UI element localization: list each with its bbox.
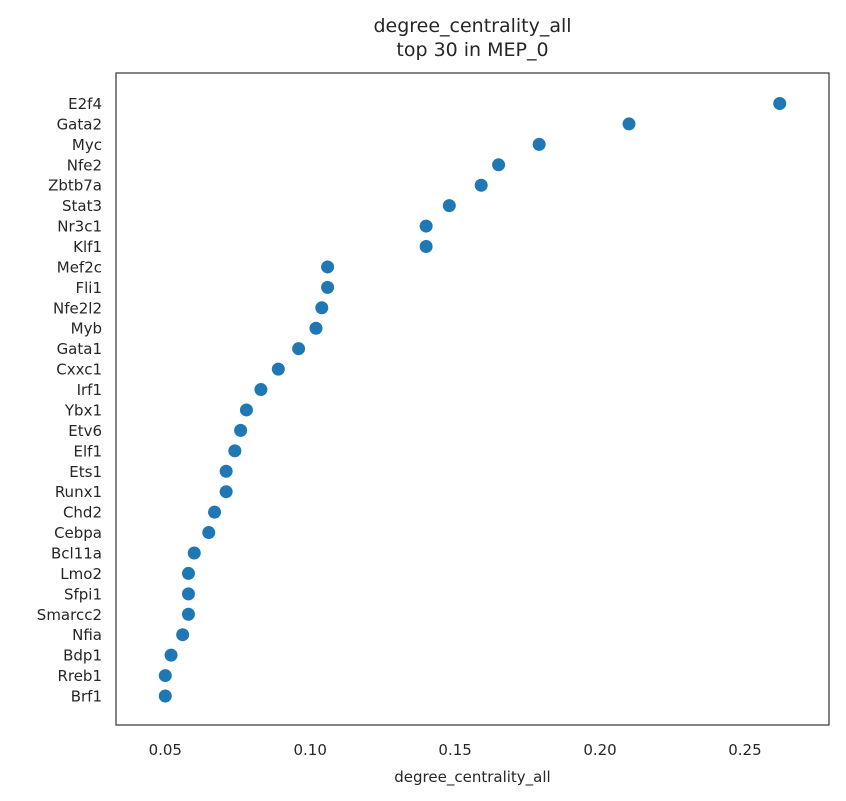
data-point <box>219 464 233 478</box>
y-tick-label: Gata1 <box>57 340 102 358</box>
y-tick-label: Mef2c <box>57 258 102 276</box>
data-point <box>228 444 242 458</box>
data-point <box>219 485 233 499</box>
y-tick-label: Etv6 <box>68 422 102 440</box>
data-point <box>419 219 433 233</box>
y-tick-label: Ybx1 <box>64 401 102 419</box>
y-tick-labels: E2f4 Gata2 Myc Nfe2 Zbtb7a Stat3 Nr3c1 Klf1 Mef2… <box>37 95 102 706</box>
chart-title-line: degree_centrality_all <box>373 15 571 37</box>
data-point <box>239 403 253 417</box>
data-point <box>254 383 268 397</box>
y-tick-label: Bcl11a <box>51 544 102 562</box>
x-tick-label: 0.25 <box>728 741 761 759</box>
data-point <box>181 587 195 601</box>
y-tick-label: Nfe2 <box>67 156 102 174</box>
y-tick-label: Brf1 <box>71 688 102 706</box>
y-tick-label: Smarcc2 <box>37 606 102 624</box>
y-tick-label: Sfpi1 <box>64 585 102 603</box>
data-point <box>315 301 329 315</box>
y-tick-label: Rreb1 <box>57 667 102 685</box>
y-tick-label: Irf1 <box>77 381 102 399</box>
y-tick-label: Klf1 <box>73 238 102 256</box>
data-point <box>158 669 172 683</box>
plot-area <box>115 72 830 726</box>
y-tick-label: Myb <box>71 320 102 338</box>
y-tick-label: Gata2 <box>57 115 102 133</box>
data-point <box>492 158 506 172</box>
data-point <box>181 566 195 580</box>
y-tick-label: Stat3 <box>62 197 102 215</box>
y-tick-label: Cebpa <box>54 524 102 542</box>
data-point <box>181 607 195 621</box>
data-point <box>309 321 323 335</box>
x-tick-label: 0.15 <box>438 741 471 759</box>
y-tick-label: Zbtb7a <box>48 177 102 195</box>
y-tick-label: E2f4 <box>68 95 102 113</box>
x-tick-label: 0.20 <box>583 741 616 759</box>
y-tick-label: Cxxc1 <box>56 361 102 379</box>
data-point <box>187 546 201 560</box>
y-tick-label: Ets1 <box>69 463 102 481</box>
y-tick-label: Chd2 <box>63 504 102 522</box>
y-tick-label: Myc <box>72 136 102 154</box>
data-point <box>208 505 222 519</box>
data-point <box>622 117 636 131</box>
data-point <box>474 178 488 192</box>
y-tick-label: Nfia <box>72 626 102 644</box>
data-point <box>442 199 456 213</box>
y-tick-label: Lmo2 <box>60 565 102 583</box>
data-point <box>321 260 335 274</box>
data-point <box>202 526 216 540</box>
data-point <box>164 648 178 662</box>
y-tick-label: Bdp1 <box>63 647 102 665</box>
data-point <box>234 423 248 437</box>
data-point <box>158 689 172 703</box>
y-tick-label: Nfe2l2 <box>53 299 102 317</box>
x-axis-label: degree_centrality_all <box>394 768 550 787</box>
data-point <box>176 628 190 642</box>
x-ticks: 0.05 0.10 0.15 0.20 0.25 <box>149 741 762 759</box>
data-point <box>419 240 433 254</box>
x-tick-label: 0.10 <box>293 741 326 759</box>
y-tick-label: Fli1 <box>75 279 102 297</box>
chart-title-line: top 30 in MEP_0 <box>396 39 548 61</box>
data-point <box>773 97 787 110</box>
y-tick-label: Nr3c1 <box>57 218 102 236</box>
data-point <box>292 342 306 356</box>
data-point <box>532 137 546 151</box>
y-tick-label: Runx1 <box>55 483 102 501</box>
data-point <box>321 280 335 294</box>
x-tick-label: 0.05 <box>149 741 182 759</box>
y-tick-label: Elf1 <box>74 442 102 460</box>
data-point <box>271 362 285 376</box>
data-points <box>158 97 787 703</box>
